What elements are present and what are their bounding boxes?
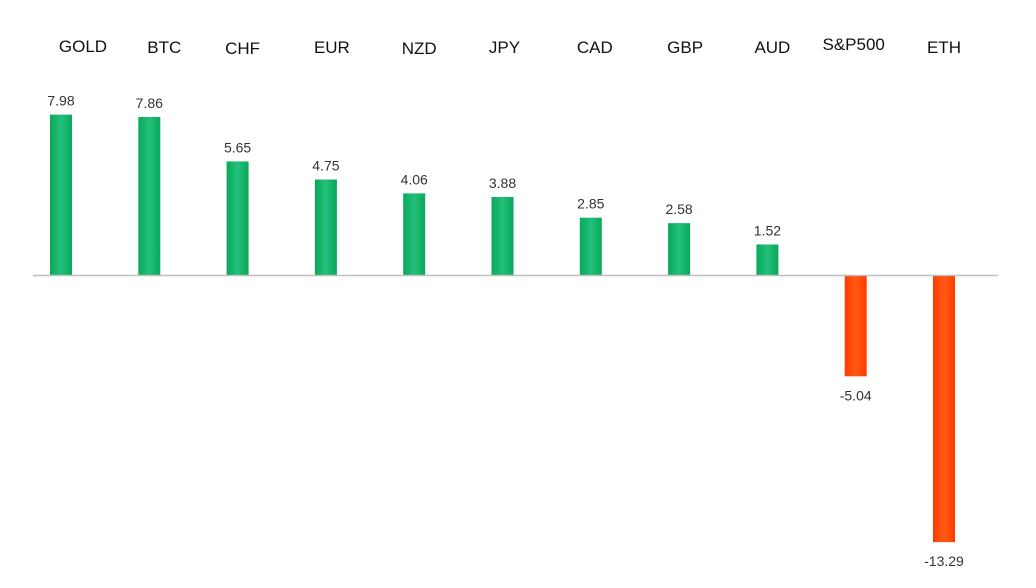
value-label-s-p500: -5.04 [840,387,872,403]
category-label-jpy: JPY [489,38,520,57]
bar-eur [314,179,337,275]
bar-eth [933,275,955,543]
bar-aud [756,244,779,275]
value-labels: 7.98 7.86 5.65 4.75 4.06 3.88 2.85 2.58 1.52 -5.0… [47,93,964,570]
bar-s-p500 [844,275,867,377]
category-label-nzd: NZD [402,39,437,58]
value-label-chf: 5.65 [224,139,251,155]
category-label-aud: AUD [754,38,790,57]
category-label-eur: EUR [314,38,350,57]
bar-nzd [403,193,426,275]
category-label-chf: CHF [225,39,260,58]
bar-gbp [668,223,691,275]
bar-chf [226,161,249,275]
bar-btc [138,117,161,275]
value-label-eur: 4.75 [312,158,339,174]
bars [50,114,955,543]
category-label-btc: BTC [147,38,181,57]
value-label-nzd: 4.06 [401,171,428,187]
value-label-gold: 7.98 [47,93,74,109]
category-labels: GOLD BTC CHF EUR NZD JPY CAD GBP AUD S&P500 ETH [59,35,961,58]
value-label-btc: 7.86 [136,95,163,111]
value-label-aud: 1.52 [754,222,781,238]
category-label-cad: CAD [577,38,613,57]
value-label-jpy: 3.88 [489,175,516,191]
category-label-eth: ETH [927,38,961,57]
bar-cad [579,217,602,275]
value-label-cad: 2.85 [577,196,604,212]
category-label-s-p500: S&P500 [823,35,885,54]
value-label-eth: -13.29 [924,553,964,569]
bar-gold [50,114,72,276]
bar-jpy [491,197,514,275]
category-label-gbp: GBP [667,38,703,57]
value-label-gbp: 2.58 [665,201,692,217]
category-label-gold: GOLD [59,37,107,56]
